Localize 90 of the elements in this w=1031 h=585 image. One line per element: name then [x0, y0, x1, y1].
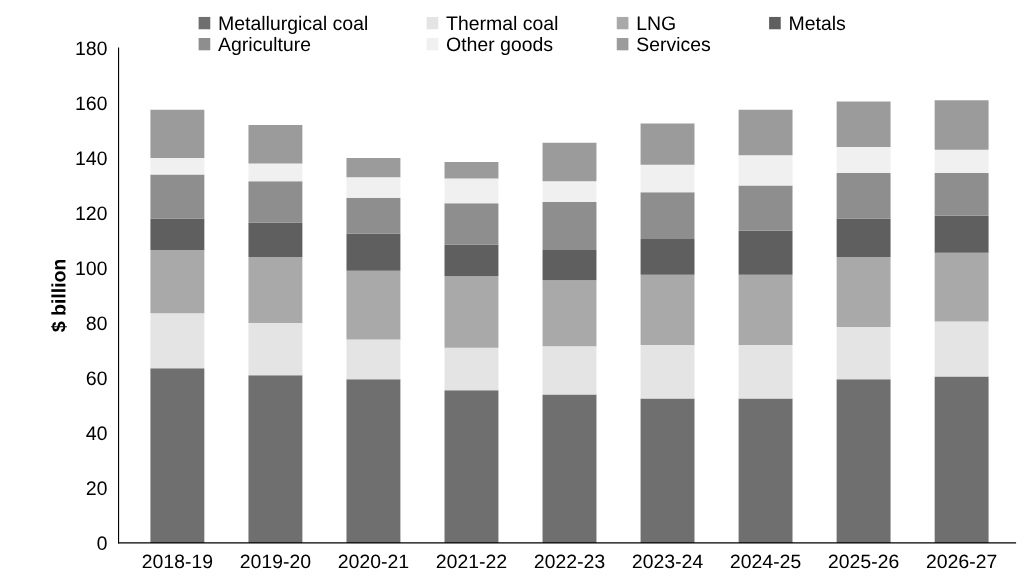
bar [836, 379, 891, 543]
bar [640, 344, 695, 399]
bar [836, 327, 891, 380]
bar [248, 163, 303, 182]
bar [248, 375, 303, 543]
bar [542, 181, 597, 202]
x-tick-label: 2025-26 [828, 554, 899, 569]
bar [738, 185, 793, 231]
bar [738, 344, 793, 399]
bar [542, 250, 597, 281]
bar [934, 376, 989, 543]
legend-label: Thermal coal [446, 15, 558, 31]
bar [934, 252, 989, 322]
bar [346, 177, 401, 198]
bar [640, 123, 695, 165]
bar [346, 379, 401, 543]
bar [248, 124, 303, 164]
legend-label: Other goods [446, 36, 553, 56]
bar [444, 276, 499, 348]
x-tick-label: 2024-25 [730, 554, 801, 569]
y-tick-label: 60 [86, 371, 107, 386]
bar [542, 346, 597, 395]
bar [346, 157, 401, 178]
y-tick-label: 140 [76, 151, 107, 166]
bar [640, 239, 695, 275]
bar [150, 174, 205, 219]
bar [542, 280, 597, 347]
bar [640, 398, 695, 543]
legend-label: Agriculture [218, 36, 311, 56]
bar [150, 313, 205, 369]
bar [640, 274, 695, 345]
bar [836, 173, 891, 219]
y-tick-label: 0 [97, 536, 107, 551]
x-tick-label: 2026-27 [926, 554, 997, 569]
bar [248, 322, 303, 376]
legend-label: LNG [637, 16, 675, 31]
bar [150, 368, 205, 543]
bar [934, 215, 989, 253]
bar [738, 155, 793, 186]
bar [542, 142, 597, 182]
bar [640, 164, 695, 193]
x-tick-label: 2022-23 [534, 554, 605, 569]
bar [150, 157, 205, 175]
bar [444, 203, 499, 245]
bar [738, 109, 793, 156]
bar [836, 146, 891, 174]
legend-label: Metallurgical coal [219, 15, 367, 34]
bar [738, 274, 793, 345]
bar [150, 109, 205, 158]
bar [934, 321, 989, 377]
legend-label: Metals [790, 15, 846, 31]
bar [934, 149, 989, 174]
bar [444, 244, 499, 277]
bar [640, 192, 695, 240]
y-axis-title: $ billion [50, 259, 67, 332]
bar [542, 394, 597, 543]
legend-label: Services [637, 36, 711, 52]
bar [444, 390, 499, 543]
bar [738, 398, 793, 543]
bar [836, 101, 891, 147]
bar [934, 100, 989, 150]
y-tick-label: 160 [76, 96, 107, 111]
bar [542, 201, 597, 251]
x-tick-label: 2018-19 [142, 554, 213, 569]
bar [346, 233, 401, 271]
bar [248, 256, 303, 323]
y-tick-label: 120 [76, 206, 107, 221]
y-tick-label: 180 [76, 41, 107, 56]
bar [836, 256, 891, 328]
x-tick-label: 2023-24 [632, 554, 703, 569]
x-tick-label: 2021-22 [436, 554, 507, 569]
bar [934, 173, 989, 216]
x-tick-label: 2019-20 [240, 554, 311, 569]
bar [248, 181, 303, 223]
bar [738, 230, 793, 275]
x-tick-label: 2020-21 [338, 554, 409, 569]
y-tick-label: 100 [76, 261, 107, 276]
bar [346, 197, 401, 234]
bar [836, 218, 891, 257]
bar [150, 218, 205, 251]
bar [346, 339, 401, 380]
y-tick-label: 80 [86, 316, 107, 331]
y-tick-label: 20 [86, 481, 107, 496]
bar [248, 222, 303, 257]
bar [444, 347, 499, 391]
bar [444, 178, 499, 204]
bar [444, 162, 499, 179]
bar [150, 250, 205, 314]
y-tick-label: 40 [86, 426, 107, 441]
bar [346, 270, 401, 340]
